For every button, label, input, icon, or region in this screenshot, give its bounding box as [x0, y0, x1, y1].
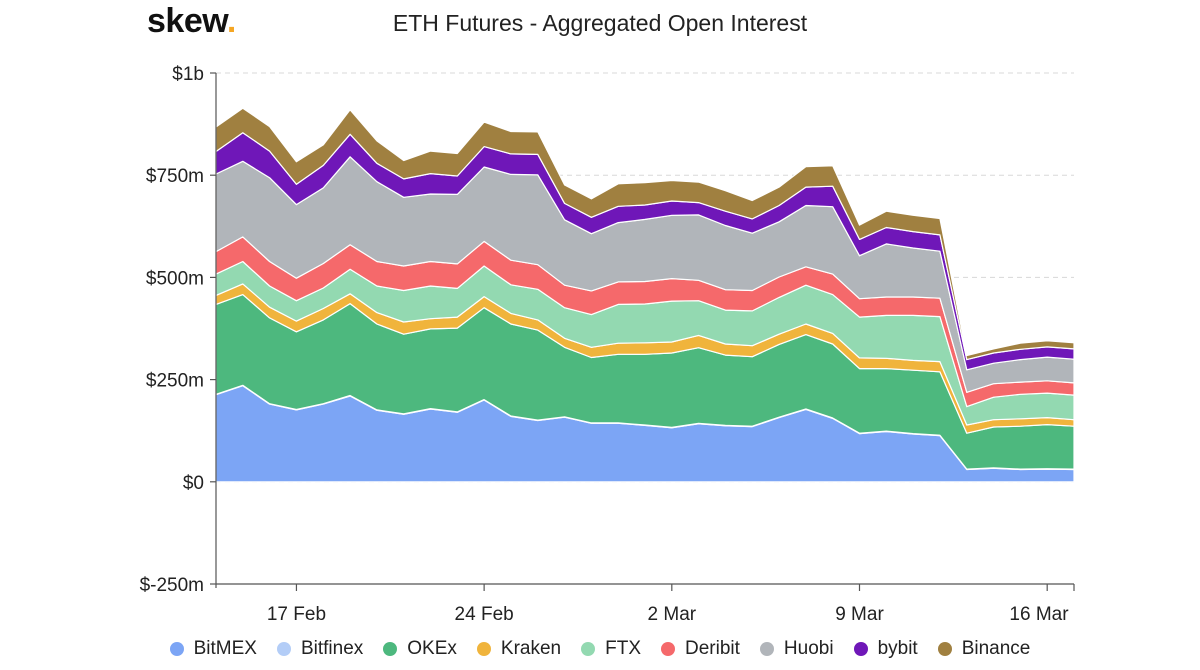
legend-item-kraken[interactable]: Kraken — [476, 638, 562, 660]
x-tick-label: 24 Feb — [455, 604, 514, 625]
legend-swatch — [661, 642, 675, 656]
legend-label: OKEx — [407, 638, 457, 659]
chart-title: ETH Futures - Aggregated Open Interest — [0, 10, 1200, 37]
y-tick-label: $-250m — [140, 575, 204, 596]
legend-item-ftx[interactable]: FTX — [581, 638, 641, 660]
area-binance — [215, 107, 1075, 361]
legend-swatch — [476, 642, 491, 656]
y-axis-ticks: $1b $750m $500m $250m $0 $-250m — [140, 64, 216, 596]
axes — [215, 73, 1074, 588]
legend-swatch — [759, 642, 774, 656]
y-tick-label: $250m — [146, 371, 204, 392]
y-tick-label: $0 — [183, 473, 204, 494]
y-tick-label: $1b — [172, 64, 204, 85]
legend-label: Huobi — [783, 638, 834, 659]
legend-item-bitfinex[interactable]: Bitfinex — [276, 638, 364, 660]
x-axis-ticks: 17 Feb 24 Feb 2 Mar 9 Mar 16 Mar — [267, 584, 1075, 625]
legend-item-deribit[interactable]: Deribit — [661, 638, 740, 660]
legend-item-bitmex[interactable]: BitMEX — [169, 638, 257, 660]
x-tick-label: 2 Mar — [648, 604, 697, 625]
legend-swatch — [276, 642, 291, 656]
skew-logo: skew. — [147, 2, 236, 41]
legend-label: Kraken — [500, 638, 562, 659]
chart-title-text: ETH Futures - Aggregated Open Interest — [392, 10, 808, 36]
legend-item-bybit[interactable]: bybit — [853, 638, 918, 660]
legend-label: Binance — [961, 638, 1031, 659]
legend-swatch — [853, 642, 868, 656]
legend-item-huobi[interactable]: Huobi — [759, 638, 834, 660]
y-tick-label: $750m — [146, 166, 204, 187]
legend-swatch — [581, 642, 596, 656]
legend-label: Deribit — [685, 638, 740, 659]
y-tick-label: $500m — [146, 268, 204, 289]
legend-label: BitMEX — [193, 638, 257, 659]
x-tick-label: 9 Mar — [835, 604, 884, 625]
legend-label: bybit — [877, 638, 918, 659]
logo-text: skew — [147, 2, 227, 40]
logo-dot: . — [226, 2, 236, 40]
x-tick-label: 16 Mar — [1009, 604, 1069, 625]
legend-item-okex[interactable]: OKEx — [383, 638, 457, 660]
chart-legend: BitMEX Bitfinex OKEx Kraken FTX Deribit Huobi b… — [0, 638, 1200, 660]
legend-item-binance[interactable]: Binance — [937, 638, 1031, 660]
stacked-areas — [215, 107, 1075, 483]
legend-label: FTX — [605, 638, 641, 659]
legend-swatch — [383, 642, 398, 656]
legend-swatch — [169, 642, 184, 656]
x-tick-label: 17 Feb — [267, 604, 326, 625]
legend-swatch — [937, 642, 952, 656]
legend-label: Bitfinex — [300, 638, 364, 659]
